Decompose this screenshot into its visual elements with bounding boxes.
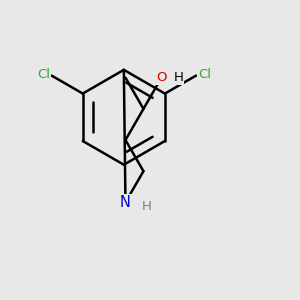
Text: Cl: Cl <box>37 68 50 81</box>
Text: N: N <box>120 195 131 210</box>
Text: O: O <box>156 71 167 84</box>
Text: Cl: Cl <box>198 68 211 81</box>
Text: H: H <box>142 200 152 213</box>
Text: H: H <box>173 71 183 84</box>
